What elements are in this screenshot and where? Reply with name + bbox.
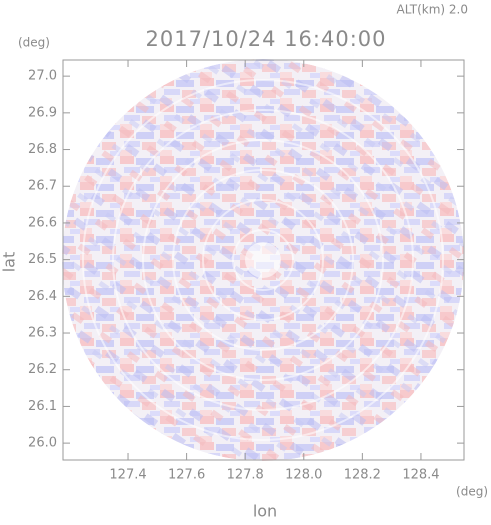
y-tick-label: 27.0 xyxy=(28,69,57,84)
y-tick-label: 26.9 xyxy=(28,105,57,120)
y-tick-label: 26.3 xyxy=(28,326,57,341)
x-tick-label: 127.4 xyxy=(109,468,146,483)
x-tick-label: 127.6 xyxy=(168,468,205,483)
y-unit: (deg) xyxy=(18,36,50,50)
x-unit: (deg) xyxy=(456,485,488,499)
radar-field xyxy=(62,59,464,461)
x-axis-title: lon xyxy=(253,502,277,521)
y-tick-label: 26.2 xyxy=(28,362,57,377)
chart-title: 2017/10/24 16:40:00 xyxy=(145,27,386,51)
y-tick-label: 26.0 xyxy=(28,436,57,451)
y-tick-label: 26.8 xyxy=(28,142,57,157)
y-tick-label: 26.5 xyxy=(28,252,57,267)
y-tick-label: 26.6 xyxy=(28,215,57,230)
x-tick-label: 128.0 xyxy=(285,468,322,483)
x-tick-label: 128.2 xyxy=(344,468,381,483)
y-tick-label: 26.4 xyxy=(28,289,57,304)
x-tick-label: 128.4 xyxy=(402,468,439,483)
y-tick-label: 26.7 xyxy=(28,179,57,194)
subtitle: ALT(km) 2.0 xyxy=(397,3,468,17)
x-tick-label: 127.8 xyxy=(227,468,264,483)
y-tick-label: 26.1 xyxy=(28,399,57,414)
y-axis-title: lat xyxy=(0,252,19,273)
